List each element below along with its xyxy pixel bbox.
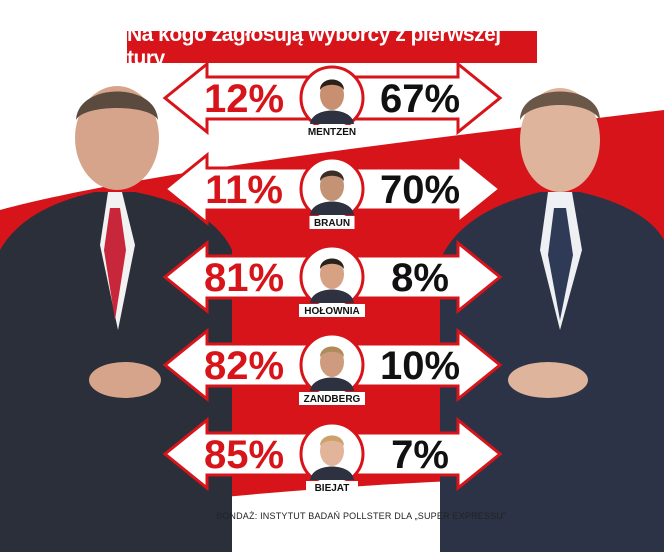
- name-label-bg: [299, 392, 365, 405]
- chart-title: Na kogo zagłosują wyborcy z pierwszej tu…: [127, 23, 501, 70]
- portrait-zandberg: [299, 332, 365, 398]
- name-label-bg: [302, 125, 362, 138]
- right-value: 70%: [380, 168, 460, 212]
- left-value: 81%: [204, 256, 284, 300]
- left-value: 12%: [204, 77, 284, 121]
- portrait-braun: [299, 156, 365, 222]
- candidate-name: ZANDBERG: [304, 394, 361, 405]
- portrait-mentzen: [299, 65, 365, 131]
- name-label-bg: [309, 216, 355, 229]
- row-zandberg: 82% 10% ZANDBERG: [162, 327, 503, 405]
- portrait-biejat: [299, 421, 365, 487]
- row-biejat: 85% 7% BIEJAT: [162, 416, 503, 494]
- right-value: 67%: [380, 77, 460, 121]
- title-banner: Na kogo zagłosują wyborcy z pierwszej tu…: [127, 23, 537, 70]
- right-value: 10%: [380, 344, 460, 388]
- candidate-name: BIEJAT: [315, 483, 350, 494]
- name-label-bg: [306, 481, 358, 494]
- portrait-hołownia: [299, 244, 365, 310]
- source-note: SONDAŻ: INSTYTUT BADAŃ POLLSTER DLA „SUP…: [216, 511, 507, 521]
- candidate-name: MENTZEN: [308, 127, 356, 138]
- left-value: 85%: [204, 433, 284, 477]
- row-mentzen: 12% 67% MENTZEN: [162, 60, 503, 138]
- left-value: 11%: [205, 168, 283, 212]
- candidate-name: HOŁOWNIA: [304, 306, 360, 317]
- left-value: 82%: [204, 344, 284, 388]
- name-label-bg: [299, 304, 365, 317]
- right-value: 7%: [391, 433, 449, 477]
- row-braun: 11% 70% BRAUN: [162, 151, 503, 229]
- right-value: 8%: [391, 256, 449, 300]
- candidate-name: BRAUN: [314, 218, 350, 229]
- row-hołownia: 81% 8% HOŁOWNIA: [162, 239, 503, 317]
